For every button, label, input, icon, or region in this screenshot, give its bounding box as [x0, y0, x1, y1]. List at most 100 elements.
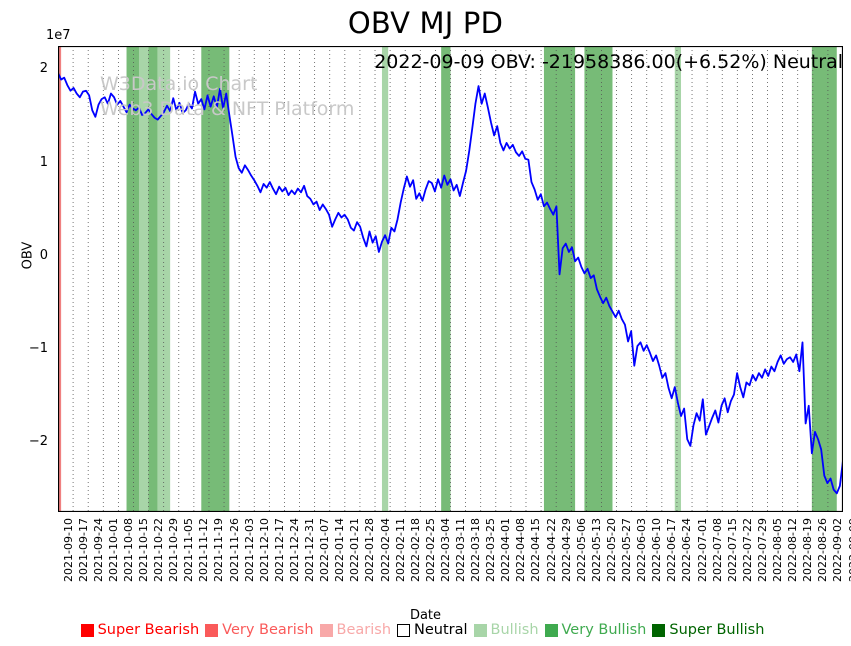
- x-tick-label: 2022-07-22: [740, 518, 754, 582]
- x-tick-label: 2022-01-21: [348, 518, 362, 582]
- x-tick-label: 2022-05-27: [620, 518, 634, 582]
- x-tick-label: 2022-01-07: [318, 518, 332, 582]
- x-tick-label: 2022-09-09: [846, 518, 851, 582]
- x-tick-label: 2022-02-04: [378, 518, 392, 582]
- y-axis-offset-label: 1e7: [46, 28, 71, 43]
- x-tick-label: 2022-06-24: [680, 518, 694, 582]
- x-tick-label: 2021-11-12: [197, 518, 211, 582]
- y-tick-label: 0: [39, 247, 48, 263]
- plot-svg: [58, 46, 843, 512]
- signal-band: [811, 46, 837, 512]
- legend-swatch: [652, 623, 666, 637]
- legend-entry[interactable]: Very Bearish: [205, 622, 314, 638]
- signal-band: [674, 46, 682, 512]
- x-tick-label: 2022-03-04: [438, 518, 452, 582]
- signal-band: [58, 46, 62, 512]
- obv-series-line: [58, 72, 843, 495]
- x-tick-label: 2022-07-15: [725, 518, 739, 582]
- legend-label: Bullish: [490, 622, 539, 638]
- x-tick-label: 2021-10-15: [136, 518, 150, 582]
- x-tick-label: 2022-04-22: [544, 518, 558, 582]
- x-tick-label: 2022-05-20: [604, 518, 618, 582]
- x-tick-label: 2022-01-28: [363, 518, 377, 582]
- legend-label: Super Bearish: [97, 622, 200, 638]
- x-tick-label: 2022-06-10: [650, 518, 664, 582]
- x-tick-label: 2022-08-12: [786, 518, 800, 582]
- signal-band: [441, 46, 451, 512]
- legend-entry[interactable]: Super Bullish: [652, 622, 764, 638]
- x-tick-label: 2021-10-29: [167, 518, 181, 582]
- chart-legend: Super Bearish Very Bearish Bearish Neutral B…: [0, 622, 851, 638]
- x-axis-tick-labels: 2021-09-10 2021-09-17 2021-09-24 2021-10-01…: [58, 518, 851, 604]
- chart-title: OBV MJ PD: [347, 6, 504, 40]
- x-tick-label: 2021-11-05: [182, 518, 196, 582]
- x-tick-label: 2022-04-01: [499, 518, 513, 582]
- legend-label: Very Bearish: [222, 622, 314, 638]
- x-tick-label: 2021-09-24: [91, 518, 105, 582]
- x-tick-label: 2022-02-11: [393, 518, 407, 582]
- x-tick-label: 2021-10-08: [121, 518, 135, 582]
- x-tick-label: 2022-02-18: [408, 518, 422, 582]
- x-tick-label: 2022-03-11: [454, 518, 467, 582]
- x-tick-label: 2021-09-10: [61, 518, 75, 582]
- x-tick-label: 2021-09-17: [76, 518, 90, 582]
- x-tick-label: 2022-08-19: [801, 518, 815, 582]
- x-tick-label: 2022-04-08: [514, 518, 528, 582]
- legend-swatch: [473, 623, 487, 637]
- signal-band: [148, 46, 158, 512]
- legend-swatch: [205, 623, 219, 637]
- legend-label: Neutral: [414, 622, 468, 638]
- x-tick-label: 2022-07-01: [695, 518, 709, 582]
- x-tick-label: 2021-10-22: [152, 518, 166, 582]
- x-tick-label: 2022-07-29: [755, 518, 769, 582]
- legend-label: Bearish: [336, 622, 392, 638]
- signal-band: [543, 46, 576, 512]
- x-tick-label: 2021-12-24: [287, 518, 301, 582]
- x-tick-label: 2022-04-15: [529, 518, 543, 582]
- legend-swatch: [80, 623, 94, 637]
- signal-band: [381, 46, 389, 512]
- y-tick-label: 1: [39, 154, 48, 170]
- gridlines: [58, 46, 843, 512]
- plot-border: [58, 46, 843, 512]
- legend-entry[interactable]: Super Bearish: [80, 622, 200, 638]
- legend-entry[interactable]: Bearish: [319, 622, 392, 638]
- x-tick-label: 2022-07-08: [710, 518, 724, 582]
- x-axis-title: Date: [409, 608, 442, 623]
- legend-entry[interactable]: Bullish: [473, 622, 539, 638]
- legend-swatch: [397, 623, 411, 637]
- plot-area: W3Data.io Chart Web3 Data & NFT Platform: [58, 46, 843, 512]
- x-tick-label: 2021-12-31: [303, 518, 317, 582]
- x-tick-label: 2021-11-19: [212, 518, 226, 582]
- x-tick-label: 2021-12-10: [257, 518, 271, 582]
- x-tick-label: 2021-12-03: [242, 518, 256, 582]
- x-tick-label: 2022-03-25: [484, 518, 498, 582]
- x-tick-label: 2022-08-26: [816, 518, 830, 582]
- x-tick-label: 2022-09-02: [831, 518, 845, 582]
- x-tick-label: 2022-04-29: [559, 518, 573, 582]
- x-tick-label: 2021-12-17: [272, 518, 286, 582]
- legend-entry[interactable]: Neutral: [397, 622, 468, 638]
- legend-swatch: [319, 623, 333, 637]
- x-tick-label: 2022-06-17: [665, 518, 679, 582]
- legend-label: Super Bullish: [669, 622, 765, 638]
- x-tick-label: 2021-10-01: [106, 518, 120, 582]
- signal-band: [138, 46, 149, 512]
- signal-band: [126, 46, 139, 512]
- signal-band: [201, 46, 230, 512]
- legend-swatch: [544, 623, 558, 637]
- x-tick-label: 2022-05-06: [574, 518, 588, 582]
- signal-band: [584, 46, 613, 512]
- y-tick-label: 2: [39, 61, 48, 77]
- x-tick-label: 2022-05-13: [589, 518, 603, 582]
- x-tick-label: 2022-01-14: [333, 518, 347, 582]
- x-tick-label: 2022-06-03: [635, 518, 649, 582]
- y-tick-label: −2: [28, 434, 48, 450]
- legend-entry[interactable]: Very Bullish: [544, 622, 646, 638]
- x-tick-label: 2021-11-26: [227, 518, 241, 582]
- x-tick-label: 2022-08-05: [771, 518, 785, 582]
- x-tick-label: 2022-02-25: [423, 518, 437, 582]
- signal-bands: [58, 46, 837, 512]
- x-tick-label: 2022-03-18: [469, 518, 483, 582]
